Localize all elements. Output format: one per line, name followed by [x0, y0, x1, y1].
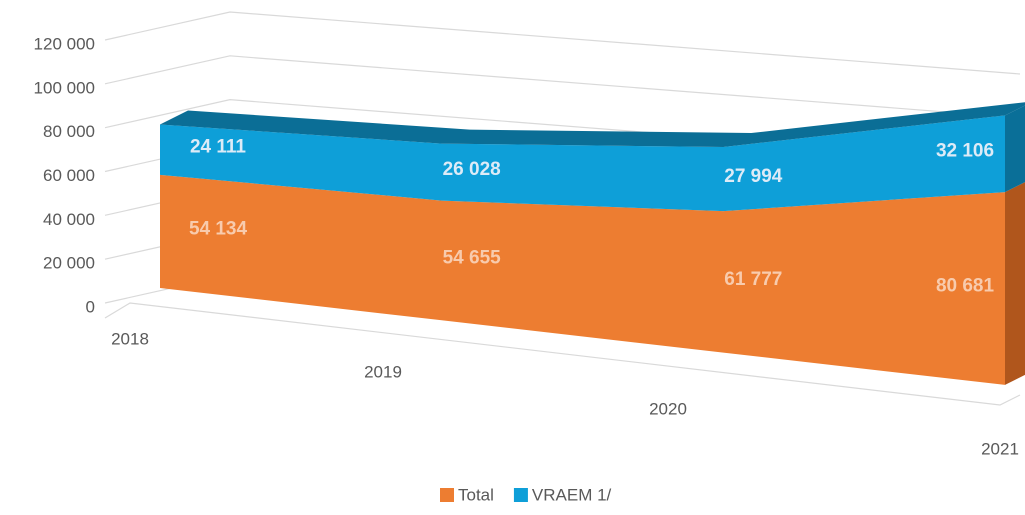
legend-label: VRAEM 1/: [532, 485, 612, 504]
value-label: 26 028: [443, 159, 501, 180]
x-tick-label: 2021: [981, 439, 1019, 458]
x-tick-label: 2019: [364, 362, 402, 381]
legend-swatch: [440, 488, 454, 502]
legend-swatch: [513, 488, 528, 502]
value-label: 80 681: [936, 276, 995, 297]
value-label: 24 111: [190, 137, 246, 158]
x-tick-label: 2018: [111, 329, 149, 348]
y-tick-label: 20 000: [43, 254, 95, 273]
area: [160, 115, 1005, 212]
y-tick-label: 40 000: [43, 210, 95, 229]
y-tick-label: 80 000: [43, 122, 95, 141]
area: [160, 174, 1005, 385]
value-label: 61 777: [724, 269, 782, 290]
y-tick-label: 60 000: [43, 166, 95, 185]
y-tick-label: 100 000: [34, 78, 95, 97]
legend-label: Total: [458, 485, 494, 504]
value-label: 32 106: [936, 141, 994, 162]
area-side: [1005, 182, 1025, 385]
value-label: 27 994: [724, 166, 783, 187]
grid-line: [104, 11, 1021, 75]
value-label: 54 134: [189, 218, 248, 239]
area-top: [160, 102, 1025, 148]
value-label: 54 655: [443, 247, 502, 268]
floor-line: [104, 302, 1021, 406]
x-tick-label: 2020: [649, 399, 687, 418]
grid-line: [104, 55, 1021, 119]
y-tick-label: 0: [86, 297, 95, 316]
area-side: [1005, 105, 1025, 193]
y-tick-label: 120 000: [34, 34, 95, 53]
